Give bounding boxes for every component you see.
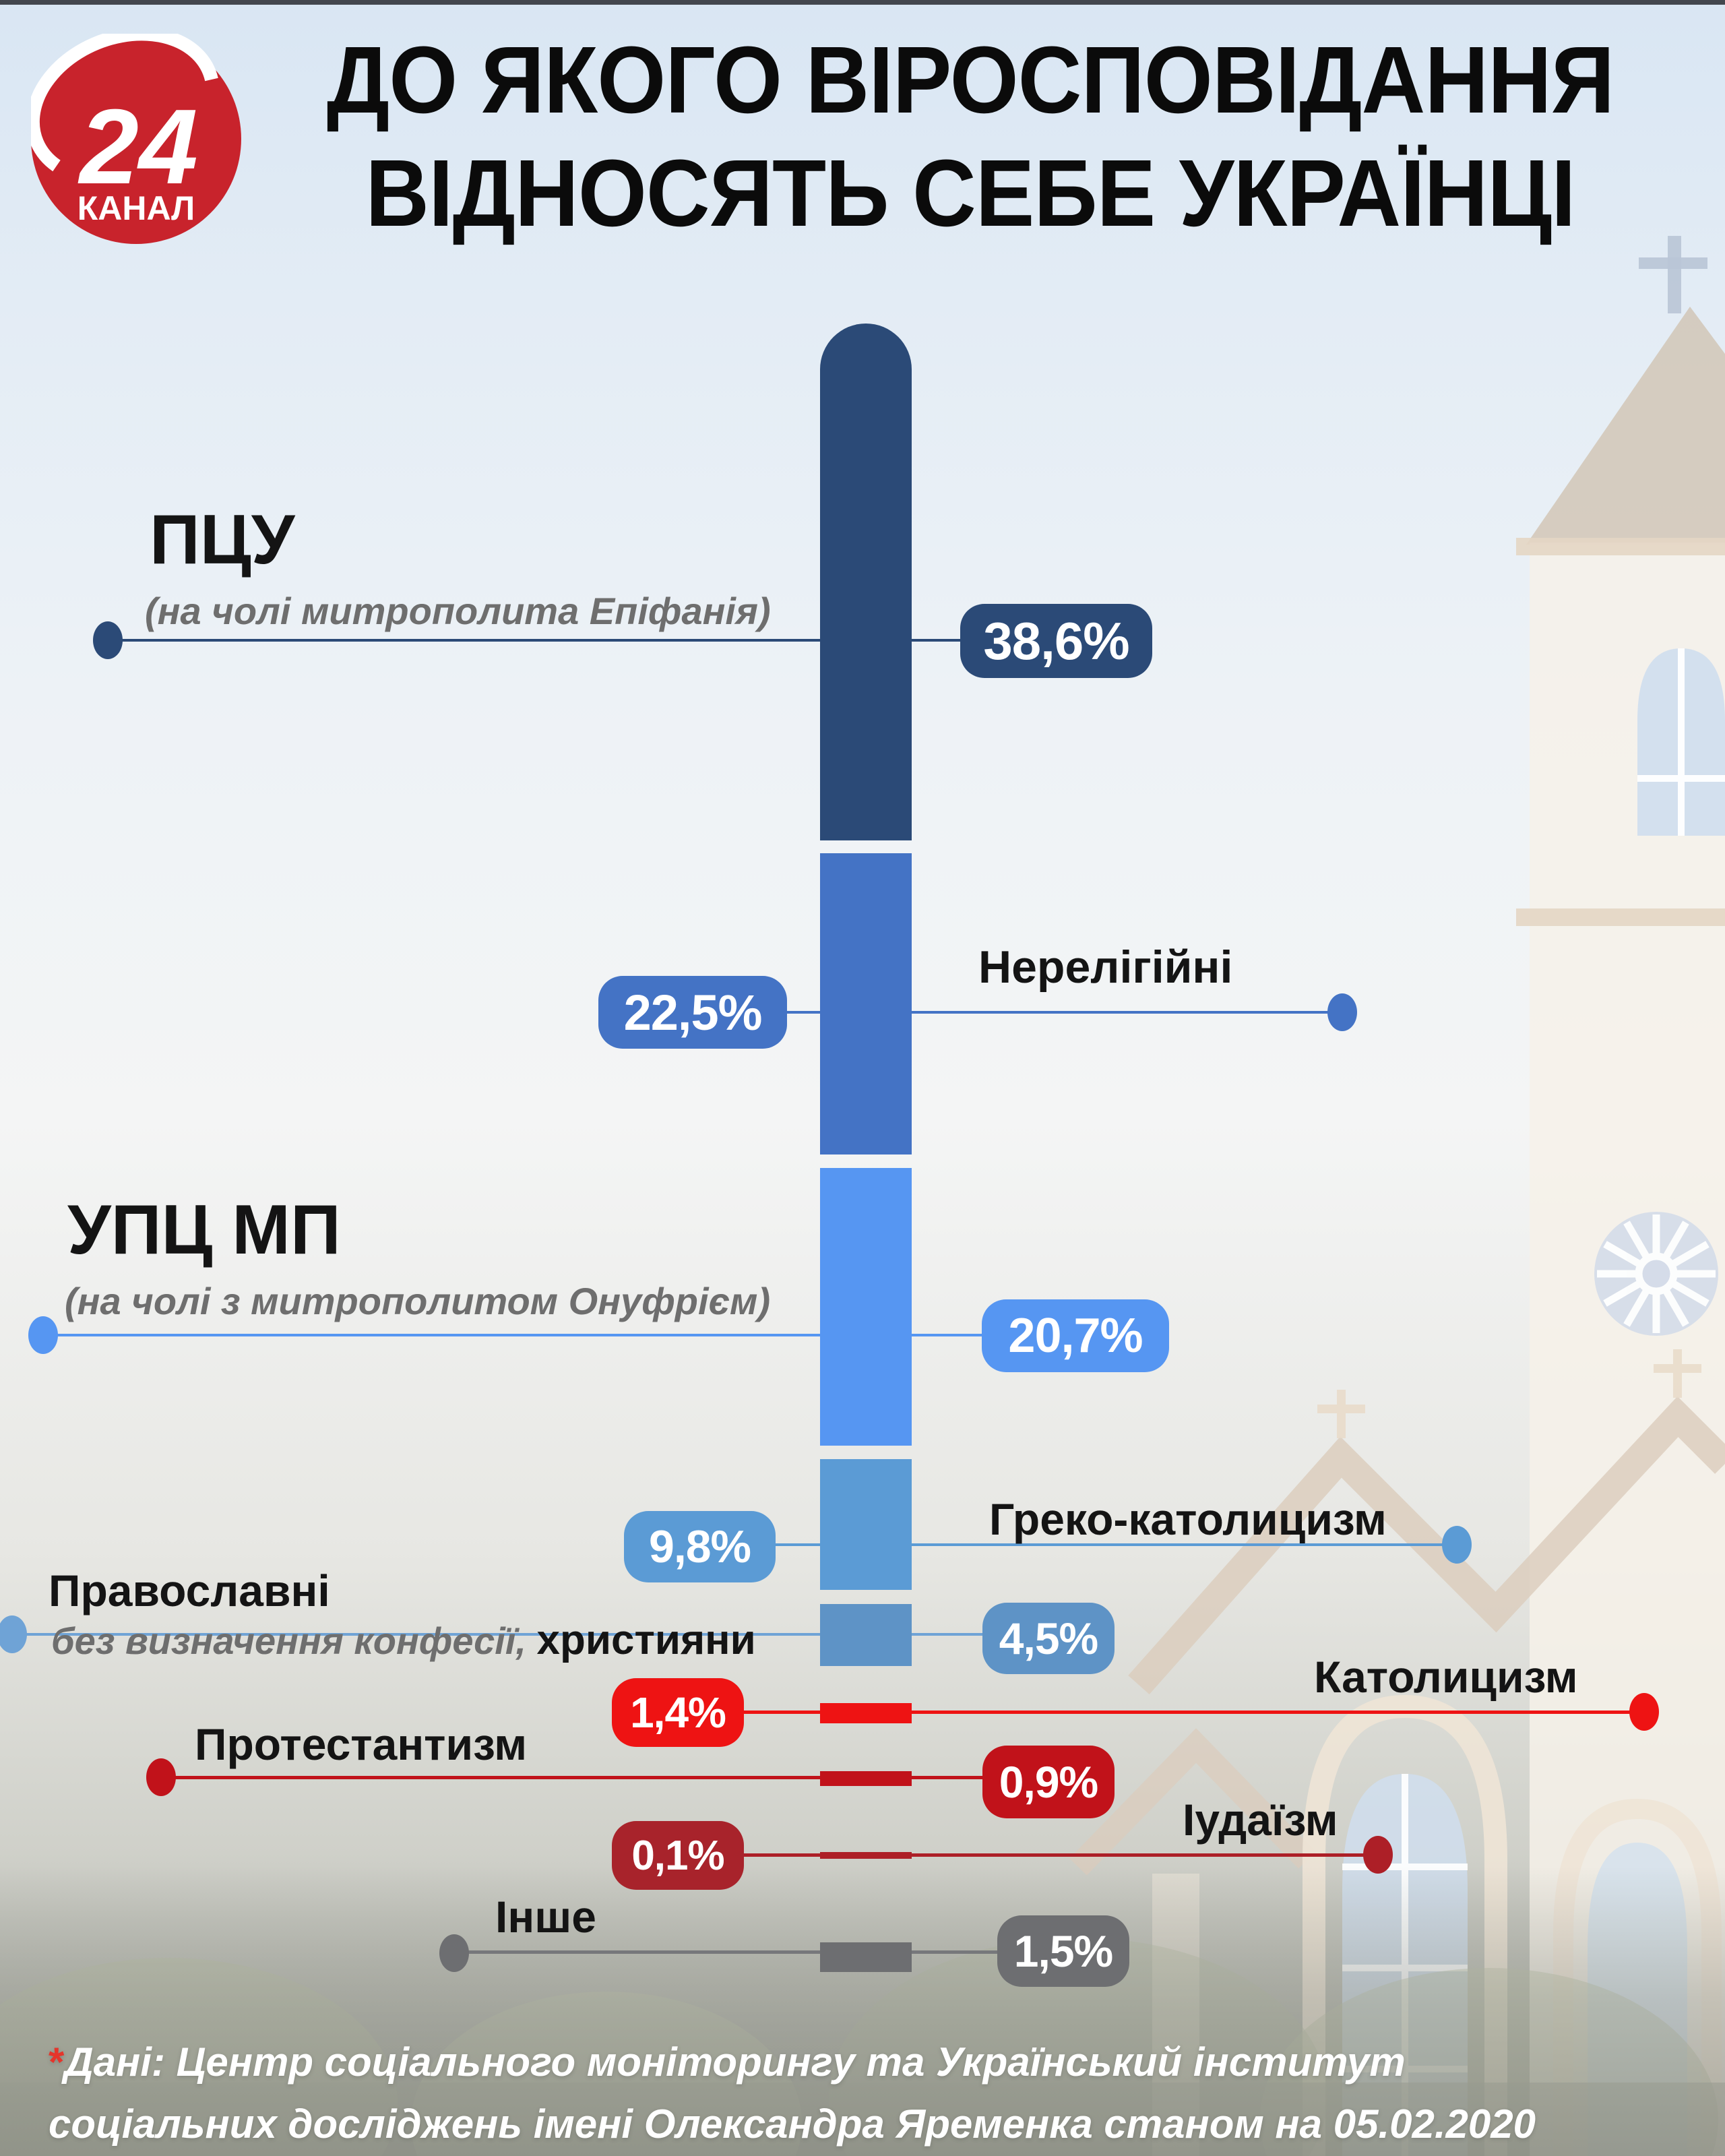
- value-badge-judaism: 0,1%: [612, 1821, 744, 1890]
- church-gable-cross-icon: [1317, 1349, 1701, 1438]
- label-pcu: ПЦУ: [150, 501, 295, 579]
- bar-segment-orthodox-unspecified: [820, 1604, 912, 1666]
- source-note-line-2: соціальних досліджень імені Олександра Я…: [49, 2101, 1536, 2147]
- bar-segment-pcu: [820, 324, 912, 840]
- bar-segment-protestant: [820, 1771, 912, 1786]
- bar-segment-nonreligious: [820, 853, 912, 1154]
- value-badge-other: 1,5%: [997, 1915, 1129, 1987]
- source-asterisk: *: [49, 2039, 65, 2085]
- sublabel-orthodox-italic: без визначення конфесії,: [51, 1620, 526, 1662]
- logo-swoosh-icon: [31, 34, 218, 172]
- dot-other: [439, 1934, 469, 1972]
- church-gable-band: [1128, 1396, 1725, 1694]
- church-portal-arch: [1303, 1694, 1507, 2156]
- connector-nonreligious: [787, 1011, 1342, 1014]
- value-badge-protestant: 0,9%: [982, 1746, 1115, 1818]
- value-badge-orthodox: 4,5%: [982, 1603, 1115, 1674]
- connector-other: [454, 1950, 997, 1954]
- label-other: Інше: [495, 1892, 596, 1942]
- bottom-shade: [0, 1866, 1725, 2156]
- sublabel-orthodox: без визначення конфесії, християни: [51, 1616, 756, 1664]
- source-line-1-text: Дані: Центр соціального моніторингу та У…: [64, 2039, 1406, 2085]
- bar-segment-catholic: [820, 1703, 912, 1723]
- dot-catholic: [1629, 1693, 1659, 1731]
- church-cornice-top: [1516, 538, 1725, 555]
- label-orthodox: Православні: [49, 1566, 330, 1615]
- connector-judaism: [743, 1853, 1378, 1857]
- top-border: [0, 0, 1725, 5]
- label-judaism: Іудаїзм: [1183, 1795, 1338, 1845]
- title-line-1: ДО ЯКОГО ВІРОСПОВІДАННЯ: [326, 26, 1614, 133]
- bar-segment-greek-catholic: [820, 1459, 912, 1590]
- connector-protestant: [161, 1776, 982, 1779]
- logo-word: КАНАЛ: [77, 189, 195, 227]
- page-title: ДО ЯКОГО ВІРОСПОВІДАННЯ ВІДНОСЯТЬ СЕБЕ У…: [300, 23, 1641, 249]
- source-note: *Дані: Центр соціального моніторингу та …: [49, 2031, 1536, 2155]
- dot-orthodox: [0, 1615, 27, 1653]
- sublabel-orthodox-bold: християни: [536, 1617, 756, 1663]
- value-badge-pcu: 38,6%: [960, 604, 1152, 678]
- value-badge-nonreligious: 22,5%: [598, 976, 787, 1049]
- logo-circle: [31, 34, 241, 244]
- church-cross-arm-icon: [1639, 257, 1707, 269]
- connector-greek-catholic: [776, 1543, 1457, 1546]
- church-rose-petals: [1597, 1214, 1716, 1333]
- dot-pcu: [93, 621, 123, 659]
- bar-segment-other: [820, 1942, 912, 1972]
- sublabel-upc-mp: (на чолі з митрополитом Онуфрієм): [65, 1280, 771, 1322]
- logo-number: 24: [77, 88, 198, 206]
- connector-catholic: [743, 1711, 1644, 1714]
- dot-upc-mp: [28, 1316, 58, 1354]
- value-badge-upc-mp: 20,7%: [982, 1299, 1169, 1372]
- connector-orthodox: [13, 1633, 982, 1636]
- connector-pcu: [108, 639, 960, 642]
- label-protestant: Протестантизм: [195, 1719, 528, 1769]
- bar-segment-judaism: [820, 1852, 912, 1859]
- dot-protestant: [146, 1758, 176, 1796]
- church-gable-band-left: [1069, 1728, 1316, 1876]
- sublabel-pcu: (на чолі митрополита Епіфанія): [145, 590, 771, 632]
- church-cross-icon: [1668, 236, 1681, 313]
- dot-nonreligious: [1327, 993, 1357, 1031]
- church-roof: [1526, 307, 1725, 545]
- dot-greek-catholic: [1442, 1526, 1472, 1564]
- channel-24-logo: 24 КАНАЛ: [31, 34, 241, 244]
- title-line-2: ВІДНОСЯТЬ СЕБЕ УКРАЇНЦІ: [365, 140, 1575, 246]
- value-badge-catholic: 1,4%: [612, 1678, 744, 1747]
- connector-upc-mp: [43, 1334, 982, 1336]
- source-note-line-1: *Дані: Центр соціального моніторингу та …: [49, 2031, 1536, 2093]
- church-tower-window-mullions: [1637, 648, 1725, 836]
- church-cornice-mid: [1516, 908, 1725, 926]
- dot-judaism: [1363, 1836, 1393, 1874]
- label-greek-catholic: Греко-католицизм: [989, 1494, 1387, 1544]
- value-badge-greek-catholic: 9,8%: [624, 1511, 776, 1582]
- label-catholic: Католицизм: [1314, 1652, 1578, 1702]
- bar-segment-upc-mp: [820, 1168, 912, 1446]
- label-upc-mp: УПЦ МП: [67, 1191, 341, 1269]
- label-nonreligious: Нерелігійні: [978, 942, 1233, 993]
